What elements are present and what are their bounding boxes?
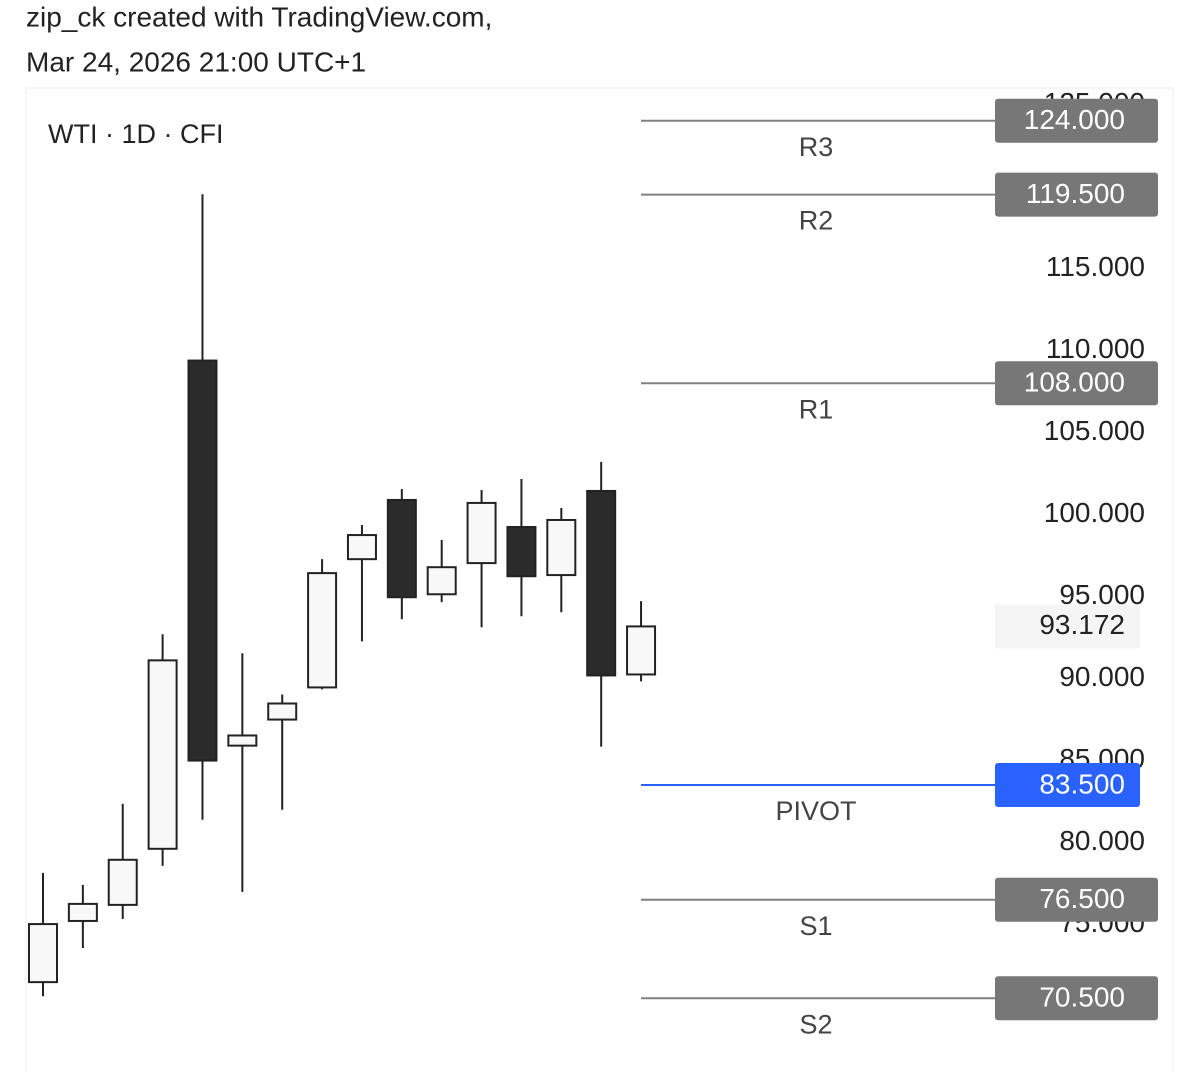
candle-body xyxy=(107,858,138,906)
level-name: S2 xyxy=(799,1009,832,1039)
candle-body xyxy=(147,659,178,850)
y-tick-label: 100.000 xyxy=(1044,497,1145,528)
y-tick-label: 90.000 xyxy=(1059,661,1145,692)
level-name: R3 xyxy=(799,132,834,162)
candle-body xyxy=(426,566,457,596)
candle-body xyxy=(586,489,617,677)
level-label-box xyxy=(995,361,1158,406)
level-label-box xyxy=(995,976,1158,1021)
level-label-box xyxy=(995,172,1158,217)
candle-body xyxy=(466,501,497,565)
y-tick-label: 110.000 xyxy=(1046,333,1145,364)
level-name: S1 xyxy=(799,911,832,941)
candle-body xyxy=(546,518,577,577)
level-value-label: 83.500 xyxy=(1039,768,1125,799)
level-value-label: 76.500 xyxy=(1039,883,1125,914)
header-line: Mar 24, 2026 21:00 UTC+1 xyxy=(26,46,366,77)
current-price-label: 93.172 xyxy=(1039,609,1125,640)
candle-body xyxy=(506,526,537,578)
level-label-box xyxy=(995,98,1158,143)
candle-body xyxy=(346,534,377,561)
candle-body xyxy=(187,359,218,762)
level-name: R1 xyxy=(799,394,834,424)
level-name: R2 xyxy=(799,206,834,236)
y-tick-label: 105.000 xyxy=(1044,415,1145,446)
current-price-bg xyxy=(995,604,1140,649)
candle-body xyxy=(307,572,338,689)
candle-body xyxy=(626,625,657,676)
level-name: PIVOT xyxy=(775,796,856,826)
level-value-label: 70.500 xyxy=(1039,982,1125,1013)
level-value-label: 108.000 xyxy=(1024,367,1125,398)
y-tick-label: 80.000 xyxy=(1059,825,1145,856)
candle-body xyxy=(386,498,417,599)
chart-title: WTI · 1D · CFI xyxy=(48,119,223,149)
candle-body xyxy=(28,923,58,984)
level-value-label: 119.500 xyxy=(1026,178,1125,209)
candle-body xyxy=(67,902,98,922)
level-label-box xyxy=(995,763,1140,807)
level-label-box xyxy=(995,877,1158,922)
candle-body xyxy=(267,702,298,721)
level-value-label: 124.000 xyxy=(1024,104,1125,135)
y-tick-label: 115.000 xyxy=(1046,251,1145,282)
candle-body xyxy=(227,734,258,747)
header-line: zip_ck created with TradingView.com, xyxy=(26,1,492,32)
